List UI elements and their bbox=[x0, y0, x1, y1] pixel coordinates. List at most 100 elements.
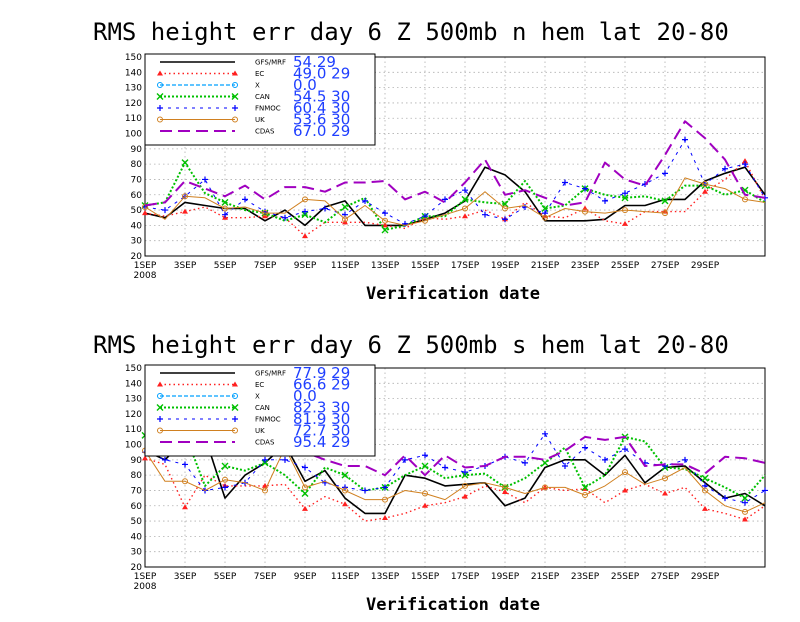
y-tick-label: 90 bbox=[131, 145, 143, 155]
legend-marker bbox=[157, 116, 163, 123]
data-point bbox=[541, 459, 549, 467]
y-tick-label: 80 bbox=[131, 160, 143, 170]
data-point bbox=[722, 495, 728, 502]
legend-label: EC bbox=[255, 381, 264, 389]
data-point bbox=[342, 487, 348, 494]
x-tick-label: 3SEP bbox=[174, 261, 197, 271]
legend-label: X bbox=[255, 393, 260, 401]
legend-label: FNMOC bbox=[255, 416, 281, 424]
x-tick-label: 15SEP bbox=[411, 261, 440, 271]
y-tick-label: 90 bbox=[131, 456, 143, 466]
y-tick-label: 40 bbox=[131, 532, 143, 542]
legend-stat: 49.0 29 bbox=[293, 65, 350, 83]
data-point bbox=[562, 462, 568, 469]
y-tick-label: 80 bbox=[131, 471, 143, 481]
data-point bbox=[242, 196, 248, 203]
data-point bbox=[302, 464, 308, 471]
data-point bbox=[702, 188, 708, 194]
data-point bbox=[342, 216, 348, 223]
data-point bbox=[482, 211, 488, 218]
y-tick-label: 20 bbox=[131, 252, 143, 262]
data-point bbox=[261, 459, 269, 467]
data-point bbox=[222, 205, 228, 212]
legend-marker bbox=[157, 381, 163, 387]
data-point bbox=[622, 220, 628, 226]
legend-marker bbox=[157, 105, 163, 111]
x-tick-label: 2008 bbox=[134, 582, 157, 592]
legend-box bbox=[144, 53, 376, 146]
legend-label: CDAS bbox=[255, 128, 275, 136]
data-point bbox=[542, 430, 548, 437]
data-point bbox=[442, 196, 448, 203]
legend-label: CAN bbox=[255, 404, 270, 412]
data-point bbox=[741, 494, 749, 502]
legend-stat: 54.5 30 bbox=[293, 88, 350, 106]
x-tick-label: 17SEP bbox=[451, 261, 480, 271]
legend-stat: 77.9 29 bbox=[293, 364, 350, 382]
legend-stat: 54.29 bbox=[293, 53, 336, 71]
data-point bbox=[462, 187, 468, 194]
series-line bbox=[144, 447, 766, 513]
series-uk bbox=[142, 447, 766, 515]
legend: GFS/MRF 77.9 29 EC 66.6 29 X 0.0 CAN 82.3 30 FNM… bbox=[144, 364, 376, 457]
data-point bbox=[422, 217, 428, 224]
legend-marker bbox=[156, 404, 164, 411]
y-tick-label: 50 bbox=[131, 517, 143, 527]
legend-stat: 67.0 29 bbox=[293, 122, 350, 140]
y-tick-label: 130 bbox=[125, 84, 142, 94]
data-point bbox=[702, 487, 708, 494]
legend-box bbox=[144, 364, 376, 457]
data-point bbox=[362, 197, 368, 204]
legend-marker bbox=[232, 82, 238, 88]
x-tick-label: 11SEP bbox=[331, 261, 360, 271]
data-point bbox=[702, 505, 708, 511]
data-point bbox=[701, 474, 709, 482]
x-tick-label: 13SEP bbox=[371, 261, 400, 271]
series-line bbox=[144, 120, 766, 207]
x-tick-label: 23SEP bbox=[571, 572, 600, 582]
x-tick-label: 27SEP bbox=[651, 572, 680, 582]
data-point bbox=[262, 487, 268, 494]
data-point bbox=[622, 207, 628, 214]
data-point bbox=[382, 217, 388, 224]
y-tick-label: 40 bbox=[131, 221, 143, 231]
data-point bbox=[502, 484, 508, 491]
series-line bbox=[144, 433, 766, 504]
legend-marker bbox=[232, 393, 238, 399]
data-point bbox=[182, 461, 188, 468]
data-point bbox=[142, 455, 148, 461]
y-tick-label: 110 bbox=[125, 114, 142, 124]
data-point bbox=[182, 208, 188, 214]
data-point bbox=[502, 488, 508, 494]
data-point bbox=[462, 205, 468, 212]
series-line bbox=[144, 161, 766, 231]
legend-stat: 0.0 bbox=[293, 387, 317, 405]
y-tick-label: 70 bbox=[131, 175, 143, 185]
legend-label: UK bbox=[255, 427, 265, 435]
plot-frame bbox=[144, 56, 766, 257]
legend-marker bbox=[231, 404, 239, 411]
x-tick-label: 21SEP bbox=[531, 261, 560, 271]
legend-stat: 60.4 30 bbox=[293, 99, 350, 117]
data-point bbox=[742, 161, 748, 168]
data-point bbox=[542, 484, 548, 491]
series-fnmoc bbox=[142, 136, 768, 227]
series-can bbox=[141, 159, 766, 234]
series-cdas bbox=[144, 120, 766, 207]
y-tick-label: 50 bbox=[131, 206, 143, 216]
data-point bbox=[502, 216, 508, 223]
legend-stat: 0.0 bbox=[293, 76, 317, 94]
data-point bbox=[662, 490, 668, 496]
series-line bbox=[144, 177, 766, 226]
x-tick-label: 2008 bbox=[134, 271, 157, 281]
data-point bbox=[262, 456, 268, 463]
x-tick-label: 23SEP bbox=[571, 261, 600, 271]
data-point bbox=[742, 499, 748, 506]
series-line bbox=[144, 432, 766, 500]
legend-stat: 95.4 29 bbox=[293, 433, 350, 451]
series-uk bbox=[142, 177, 766, 226]
chart-title: RMS height err day 6 Z 500mb s hem lat 2… bbox=[93, 331, 729, 359]
data-point bbox=[621, 194, 629, 202]
data-point bbox=[302, 484, 308, 491]
